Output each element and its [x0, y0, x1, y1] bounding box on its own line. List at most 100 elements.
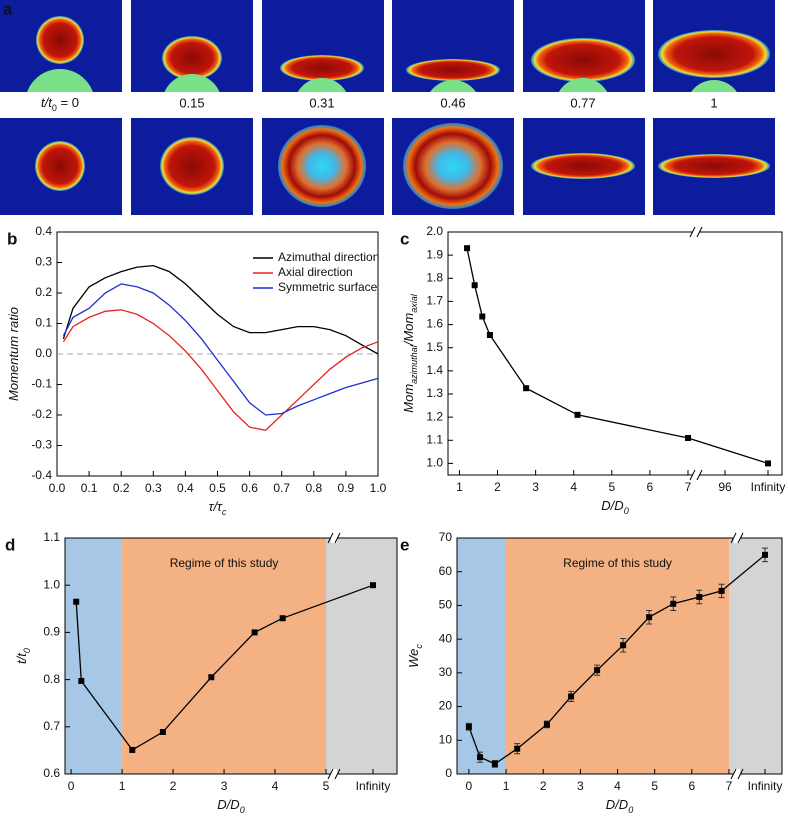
marker — [543, 721, 550, 728]
x-tick-label: 1 — [119, 779, 126, 793]
y-tick-label: 10 — [439, 732, 453, 746]
data-line — [62, 283, 379, 416]
annotation: Regime of this study — [563, 556, 672, 570]
x-tick-label: 3 — [577, 779, 584, 793]
y-tick-label: 0.0 — [35, 346, 52, 360]
axis-break — [327, 532, 341, 544]
y-tick-label: 1.1 — [43, 530, 60, 544]
data-line — [62, 264, 379, 355]
region — [326, 538, 397, 774]
marker — [465, 723, 472, 730]
y-tick-label: 0.6 — [43, 766, 60, 780]
y-tick-label: 0.2 — [35, 285, 52, 299]
y-axis-label-part: We — [406, 649, 421, 668]
y-tick-label: 1.4 — [426, 363, 443, 377]
x-axis-label: τ/τc — [209, 499, 227, 517]
marker — [159, 728, 166, 735]
axis-break — [689, 226, 703, 238]
time-label: 0.46 — [440, 95, 465, 110]
marker — [718, 587, 725, 594]
marker — [464, 245, 471, 252]
marker — [574, 411, 581, 418]
x-tick-label: 0.9 — [338, 481, 355, 495]
y-tick-label: 1.9 — [426, 247, 443, 261]
annotation: Regime of this study — [170, 556, 279, 570]
axis-break-gap — [331, 533, 337, 543]
marker — [646, 614, 653, 621]
x-tick-label: 5 — [323, 779, 330, 793]
marker — [251, 629, 258, 636]
marker — [568, 693, 575, 700]
x-tick-label: Infinity — [356, 779, 391, 793]
y-tick-label: 2.0 — [426, 224, 443, 238]
y-tick-label: 1.7 — [426, 294, 443, 308]
x-axis-label-part: D/D — [217, 797, 239, 812]
y-axis-label: Momazimuthal/Momaxial — [401, 293, 419, 412]
marker — [208, 674, 215, 681]
x-axis-label-part: D/D — [606, 797, 628, 812]
x-tick-label: 5 — [651, 779, 658, 793]
marker — [477, 754, 484, 761]
x-tick-label: 0 — [466, 779, 473, 793]
y-axis-label-part: azimuthal — [409, 344, 419, 384]
time-label-part: t/t — [41, 95, 53, 110]
marker — [696, 594, 703, 600]
plot-frame — [64, 537, 398, 775]
x-tick-label: 0 — [68, 779, 75, 793]
marker — [279, 615, 286, 622]
x-axis-label-part: 0 — [624, 506, 629, 516]
x-tick-label: 2 — [170, 779, 177, 793]
x-tick-label: 0.6 — [241, 481, 258, 495]
y-axis-label-part: Mom — [401, 384, 416, 413]
panel-letter: b — [7, 229, 17, 248]
y-tick-label: 1.1 — [426, 432, 443, 446]
y-tick-label: -0.4 — [31, 468, 52, 482]
y-axis-label-part: /Mom — [401, 313, 416, 347]
axis-break-gap — [693, 470, 699, 480]
marker — [73, 598, 80, 605]
y-tick-label: 1.2 — [426, 409, 443, 423]
x-tick-label: 0.0 — [49, 481, 66, 495]
y-tick-label: 0.3 — [35, 255, 52, 269]
plot-frame — [447, 231, 783, 476]
y-tick-label: 20 — [439, 699, 453, 713]
x-tick-label: 5 — [608, 480, 615, 494]
x-axis-label-part: D/D — [601, 498, 623, 513]
x-tick-label: 0.4 — [177, 481, 194, 495]
time-label: t/t0 = 0 — [41, 95, 79, 113]
y-tick-label: 0.1 — [35, 316, 52, 330]
marker — [514, 745, 521, 752]
y-tick-label: 0.8 — [43, 672, 60, 686]
x-tick-label: 7 — [685, 480, 692, 494]
x-axis-label: D/D0 — [217, 797, 244, 815]
panel-letter: e — [400, 535, 409, 554]
x-axis-label: D/D0 — [601, 498, 628, 516]
x-axis-label-part: τ/τ — [209, 499, 223, 514]
x-tick-label: Infinity — [751, 480, 786, 494]
axis-break — [689, 469, 703, 481]
x-tick-label: 0.5 — [209, 481, 226, 495]
panel-letter: a — [3, 0, 13, 18]
marker — [479, 313, 486, 320]
time-label: 1 — [710, 95, 717, 110]
marker — [765, 460, 771, 467]
x-axis-label: D/D0 — [606, 797, 633, 815]
x-tick-label: 3 — [532, 480, 539, 494]
x-tick-label: 0.1 — [81, 481, 98, 495]
x-tick-label: 0.3 — [145, 481, 162, 495]
marker — [762, 551, 768, 558]
time-label: 0.77 — [570, 95, 595, 110]
x-tick-label: 3 — [221, 779, 228, 793]
panel-a-images — [0, 0, 775, 215]
plot-frame — [456, 537, 783, 775]
time-label: 0.31 — [309, 95, 334, 110]
region — [506, 538, 729, 774]
axis-break — [327, 768, 341, 780]
x-tick-label: 4 — [614, 779, 621, 793]
y-tick-label: -0.1 — [31, 377, 52, 391]
x-tick-label: 1.0 — [370, 481, 387, 495]
y-axis-label: t/t0 — [14, 648, 32, 664]
x-tick-label: 2 — [540, 779, 547, 793]
y-tick-label: 0.9 — [43, 625, 60, 639]
marker — [670, 600, 677, 607]
